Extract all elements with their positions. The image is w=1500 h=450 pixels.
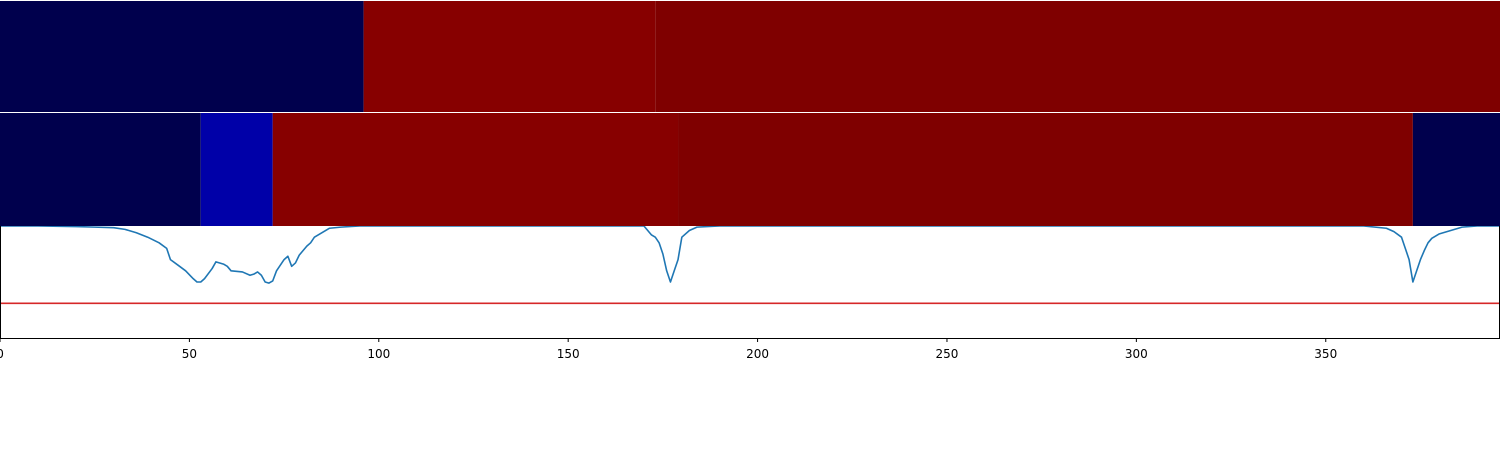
line-plot-panel: 0 50 100 150 200 250 300 350: [0, 226, 1500, 361]
middle-heatmap-panel: [0, 113, 1500, 226]
x-tick-label: 150: [557, 347, 580, 361]
signal-line: [0, 226, 1500, 284]
x-tick-label: 0: [0, 347, 4, 361]
x-tick-label: 350: [1314, 347, 1337, 361]
heatmap-segment: [1412, 113, 1500, 226]
x-tick-label: 100: [367, 347, 390, 361]
x-tick-label: 200: [746, 347, 769, 361]
heatmap-segment: [200, 113, 273, 226]
heatmap-segment: [363, 1, 656, 112]
x-tick-label: 250: [936, 347, 959, 361]
heatmap-segment: [678, 113, 1413, 226]
heatmap-segment: [0, 1, 364, 112]
heatmap-segment: [0, 113, 201, 226]
top-heatmap-panel: [0, 1, 1500, 112]
x-tick-label: 50: [182, 347, 197, 361]
heatmap-segment: [272, 113, 679, 226]
x-tick-label: 300: [1125, 347, 1148, 361]
heatmap-segment: [655, 1, 1500, 112]
